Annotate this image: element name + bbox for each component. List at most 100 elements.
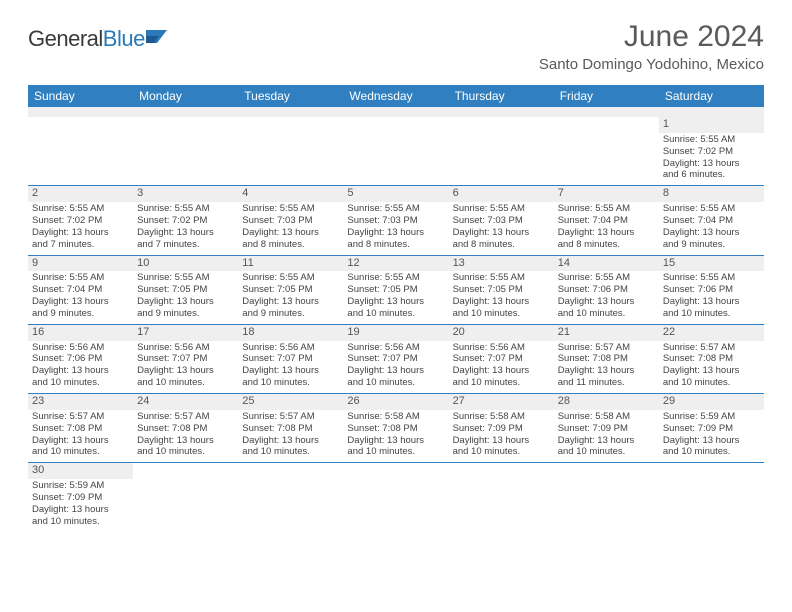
day-number: 8 xyxy=(663,187,669,199)
daylight-text: Daylight: 13 hours xyxy=(558,435,655,447)
day-number: 5 xyxy=(347,187,353,199)
sunrise-text: Sunrise: 5:55 AM xyxy=(347,272,444,284)
day-number-cell xyxy=(449,117,554,133)
day-detail-cell xyxy=(449,479,554,532)
day-number-cell: 5 xyxy=(343,186,448,202)
day-number-row: 9101112131415 xyxy=(28,255,764,271)
day-detail-cell: Sunrise: 5:58 AMSunset: 7:08 PMDaylight:… xyxy=(343,410,448,463)
sunrise-text: Sunrise: 5:58 AM xyxy=(558,411,655,423)
daylight-text: Daylight: 13 hours xyxy=(558,296,655,308)
month-title: June 2024 xyxy=(539,20,764,54)
logo: GeneralBlue xyxy=(28,26,173,52)
day-number: 23 xyxy=(32,395,44,407)
day-detail-cell xyxy=(554,133,659,186)
daylight-text: and 10 minutes. xyxy=(558,446,655,458)
day-number-cell: 20 xyxy=(449,324,554,340)
day-number-cell: 19 xyxy=(343,324,448,340)
day-detail-cell xyxy=(343,133,448,186)
day-number-cell xyxy=(659,463,764,479)
sunrise-text: Sunrise: 5:55 AM xyxy=(32,203,129,215)
day-detail-cell xyxy=(238,479,343,532)
sunset-text: Sunset: 7:07 PM xyxy=(347,353,444,365)
day-number-cell xyxy=(28,117,133,133)
logo-blue: Blue xyxy=(103,26,145,51)
daylight-text: Daylight: 13 hours xyxy=(137,365,234,377)
day-detail-cell: Sunrise: 5:55 AMSunset: 7:05 PMDaylight:… xyxy=(343,271,448,324)
sunset-text: Sunset: 7:02 PM xyxy=(137,215,234,227)
day-number: 15 xyxy=(663,257,675,269)
day-number: 20 xyxy=(453,326,465,338)
spacer-row xyxy=(28,107,764,117)
day-detail-cell xyxy=(554,479,659,532)
daylight-text: and 10 minutes. xyxy=(347,377,444,389)
daylight-text: and 10 minutes. xyxy=(242,446,339,458)
day-detail-cell: Sunrise: 5:56 AMSunset: 7:07 PMDaylight:… xyxy=(238,341,343,394)
daylight-text: and 10 minutes. xyxy=(32,446,129,458)
day-detail-cell: Sunrise: 5:56 AMSunset: 7:07 PMDaylight:… xyxy=(449,341,554,394)
day-detail-cell: Sunrise: 5:58 AMSunset: 7:09 PMDaylight:… xyxy=(449,410,554,463)
day-number: 13 xyxy=(453,257,465,269)
day-number: 7 xyxy=(558,187,564,199)
day-number-row: 1 xyxy=(28,117,764,133)
sunrise-text: Sunrise: 5:55 AM xyxy=(453,272,550,284)
day-number: 16 xyxy=(32,326,44,338)
day-number-cell xyxy=(449,463,554,479)
day-detail-cell xyxy=(28,133,133,186)
day-number: 6 xyxy=(453,187,459,199)
daylight-text: and 10 minutes. xyxy=(347,446,444,458)
day-number-cell xyxy=(343,117,448,133)
day-detail-cell: Sunrise: 5:57 AMSunset: 7:08 PMDaylight:… xyxy=(28,410,133,463)
daylight-text: and 8 minutes. xyxy=(453,239,550,251)
day-number-cell: 12 xyxy=(343,255,448,271)
sunrise-text: Sunrise: 5:55 AM xyxy=(663,203,760,215)
sunset-text: Sunset: 7:08 PM xyxy=(137,423,234,435)
day-detail-cell: Sunrise: 5:59 AMSunset: 7:09 PMDaylight:… xyxy=(659,410,764,463)
day-detail-cell: Sunrise: 5:56 AMSunset: 7:06 PMDaylight:… xyxy=(28,341,133,394)
sunset-text: Sunset: 7:07 PM xyxy=(453,353,550,365)
daylight-text: Daylight: 13 hours xyxy=(347,435,444,447)
daylight-text: Daylight: 13 hours xyxy=(453,227,550,239)
day-number-row: 16171819202122 xyxy=(28,324,764,340)
daylight-text: and 10 minutes. xyxy=(663,446,760,458)
sunset-text: Sunset: 7:08 PM xyxy=(32,423,129,435)
day-detail-cell xyxy=(343,479,448,532)
sunrise-text: Sunrise: 5:59 AM xyxy=(32,480,129,492)
sunset-text: Sunset: 7:08 PM xyxy=(347,423,444,435)
day-detail-cell: Sunrise: 5:57 AMSunset: 7:08 PMDaylight:… xyxy=(554,341,659,394)
sunset-text: Sunset: 7:08 PM xyxy=(242,423,339,435)
day-number-cell: 18 xyxy=(238,324,343,340)
daylight-text: and 10 minutes. xyxy=(663,377,760,389)
sunrise-text: Sunrise: 5:55 AM xyxy=(242,203,339,215)
spacer-cell xyxy=(28,107,764,117)
weekday-header: Monday xyxy=(133,85,238,107)
sunset-text: Sunset: 7:04 PM xyxy=(32,284,129,296)
daylight-text: and 10 minutes. xyxy=(137,446,234,458)
day-number-row: 23242526272829 xyxy=(28,394,764,410)
sunset-text: Sunset: 7:04 PM xyxy=(663,215,760,227)
day-number-cell: 26 xyxy=(343,394,448,410)
daylight-text: and 10 minutes. xyxy=(242,377,339,389)
daylight-text: Daylight: 13 hours xyxy=(32,504,129,516)
day-number: 18 xyxy=(242,326,254,338)
daylight-text: Daylight: 13 hours xyxy=(558,227,655,239)
day-number-cell: 2 xyxy=(28,186,133,202)
day-number-cell: 23 xyxy=(28,394,133,410)
day-number-cell xyxy=(133,117,238,133)
daylight-text: Daylight: 13 hours xyxy=(32,227,129,239)
daylight-text: Daylight: 13 hours xyxy=(663,365,760,377)
daylight-text: and 10 minutes. xyxy=(453,377,550,389)
day-detail-cell: Sunrise: 5:55 AMSunset: 7:05 PMDaylight:… xyxy=(238,271,343,324)
day-number-cell xyxy=(238,463,343,479)
day-number: 14 xyxy=(558,257,570,269)
daylight-text: Daylight: 13 hours xyxy=(663,435,760,447)
daylight-text: and 9 minutes. xyxy=(663,239,760,251)
sunrise-text: Sunrise: 5:56 AM xyxy=(347,342,444,354)
day-detail-cell xyxy=(133,479,238,532)
daylight-text: and 10 minutes. xyxy=(347,308,444,320)
sunset-text: Sunset: 7:07 PM xyxy=(137,353,234,365)
day-number: 22 xyxy=(663,326,675,338)
day-number: 25 xyxy=(242,395,254,407)
day-number-cell: 24 xyxy=(133,394,238,410)
day-number: 28 xyxy=(558,395,570,407)
daylight-text: Daylight: 13 hours xyxy=(347,296,444,308)
